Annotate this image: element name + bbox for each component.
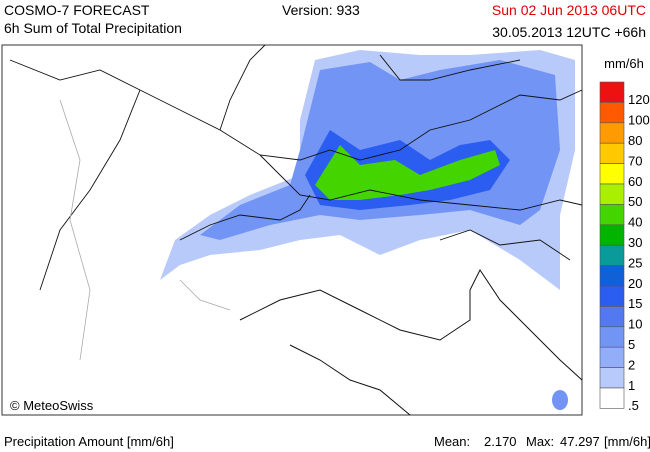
legend-swatch bbox=[599, 265, 625, 287]
legend-swatch bbox=[599, 367, 625, 389]
legend-label: 25 bbox=[628, 255, 642, 270]
legend-swatch bbox=[599, 142, 625, 164]
legend-swatch bbox=[599, 306, 625, 328]
footer-max: 47.297 bbox=[560, 434, 600, 449]
model-name: COSMO-7 FORECAST bbox=[4, 2, 150, 18]
footer-max-label: Max: bbox=[526, 434, 554, 449]
legend-swatch bbox=[599, 387, 625, 409]
legend-swatch bbox=[599, 346, 625, 368]
legend-swatch bbox=[599, 122, 625, 144]
legend-label: 40 bbox=[628, 215, 642, 230]
legend-swatch bbox=[599, 285, 625, 307]
legend-title: mm/6h bbox=[604, 56, 644, 71]
footer-mean-label: Mean: bbox=[434, 434, 470, 449]
legend-label: 80 bbox=[628, 133, 642, 148]
legend-label: 15 bbox=[628, 296, 642, 311]
valid-time: Sun 02 Jun 2013 06UTC bbox=[492, 2, 646, 18]
legend-label: 2 bbox=[628, 357, 635, 372]
version: Version: 933 bbox=[282, 2, 360, 18]
legend-label: 70 bbox=[628, 153, 642, 168]
map: © MeteoSwiss bbox=[1, 44, 583, 416]
legend-swatch bbox=[599, 224, 625, 246]
legend-label: 60 bbox=[628, 174, 642, 189]
legend-swatch bbox=[599, 244, 625, 266]
footer-mean: 2.170 bbox=[484, 434, 517, 449]
precip-very-heavy bbox=[315, 145, 500, 200]
legend-label: .5 bbox=[628, 398, 639, 413]
precip-spot bbox=[552, 390, 568, 410]
borders bbox=[9, 44, 583, 416]
legend: mm/6h 120 100 80 70 60 50 40 30 25 20 15 10 5 2 1 .5 bbox=[599, 56, 650, 413]
product-name: 6h Sum of Total Precipitation bbox=[4, 20, 182, 36]
legend-label: 30 bbox=[628, 235, 642, 250]
legend-label: 5 bbox=[628, 337, 635, 352]
legend-label: 100 bbox=[628, 113, 650, 128]
legend-swatch bbox=[599, 204, 625, 226]
legend-swatch bbox=[599, 81, 625, 103]
legend-label: 20 bbox=[628, 276, 642, 291]
copyright: © MeteoSwiss bbox=[10, 398, 94, 413]
footer-unit: [mm/6h] bbox=[604, 434, 650, 449]
legend-label: 1 bbox=[628, 378, 635, 393]
run-time: 30.05.2013 12UTC +66h bbox=[492, 24, 646, 40]
legend-label: 120 bbox=[628, 92, 650, 107]
precipitation bbox=[160, 50, 575, 410]
legend-label: 50 bbox=[628, 194, 642, 209]
legend-swatch bbox=[599, 102, 625, 124]
legend-swatch bbox=[599, 183, 625, 205]
legend-swatch bbox=[599, 163, 625, 185]
legend-label: 10 bbox=[628, 317, 642, 332]
footer-quantity: Precipitation Amount [mm/6h] bbox=[4, 434, 174, 449]
legend-swatch bbox=[599, 326, 625, 348]
